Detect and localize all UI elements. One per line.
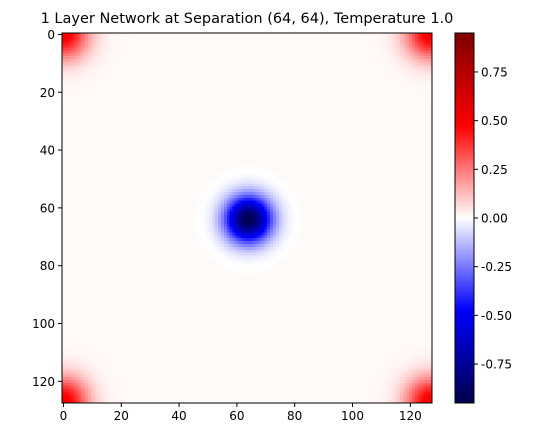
y-tick-label: 60 [40, 201, 55, 215]
x-tick-label: 100 [341, 409, 364, 423]
heatmap-image [62, 33, 432, 403]
colorbar: -0.75 -0.50 -0.25 0.00 0.25 0.50 0.75 [454, 32, 512, 404]
colorbar-tick-label: 0.25 [481, 163, 508, 177]
plot-frame [61, 32, 433, 404]
y-tick-label: 100 [32, 317, 55, 331]
y-tick-label: 0 [47, 28, 55, 42]
colorbar-tick-label: -0.75 [481, 358, 512, 372]
y-axis: 0 20 40 60 80 100 120 [32, 28, 62, 389]
colorbar-tick-label: -0.25 [481, 260, 512, 274]
y-tick-label: 80 [40, 259, 55, 273]
x-tick-label: 20 [114, 409, 129, 423]
x-tick-label: 120 [399, 409, 422, 423]
colorbar-tick-label: 0.00 [481, 212, 508, 226]
x-axis: 0 20 40 60 80 100 120 [60, 403, 422, 423]
heatmap-plot-area [61, 32, 433, 404]
y-tick-label: 40 [40, 144, 55, 158]
colorbar-tick-label: 0.75 [481, 65, 508, 79]
colorbar-tick-label: -0.50 [481, 309, 512, 323]
x-tick-label: 60 [229, 409, 244, 423]
x-tick-label: 40 [171, 409, 186, 423]
chart-title: 1 Layer Network at Separation (64, 64), … [41, 11, 454, 27]
colorbar-tick-label: 0.50 [481, 114, 508, 128]
x-tick-label: 0 [60, 409, 68, 423]
x-tick-label: 80 [287, 409, 302, 423]
y-tick-label: 120 [32, 375, 55, 389]
y-tick-label: 20 [40, 86, 55, 100]
colorbar-gradient [455, 33, 474, 403]
colorbar-axis: -0.75 -0.50 -0.25 0.00 0.25 0.50 0.75 [474, 65, 512, 372]
